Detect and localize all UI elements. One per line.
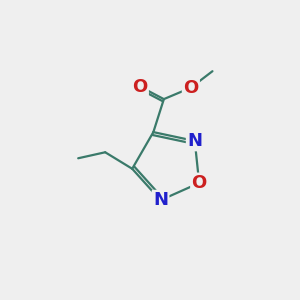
Text: O: O	[183, 79, 199, 97]
Text: N: N	[187, 132, 202, 150]
Text: O: O	[192, 174, 207, 192]
Text: O: O	[132, 77, 148, 95]
Text: N: N	[153, 191, 168, 209]
